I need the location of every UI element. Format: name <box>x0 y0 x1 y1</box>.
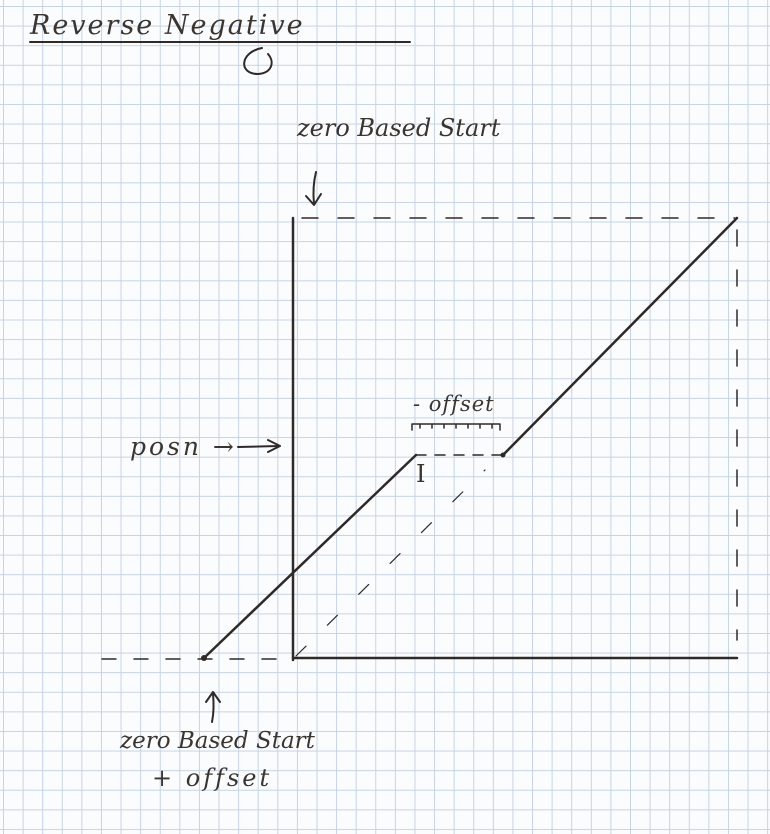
zero-based-start-top-label: zero Based Start <box>297 114 501 142</box>
zero-based-start-bottom-label: zero Based Start <box>120 728 315 754</box>
diagram-title: Reverse Negative <box>30 10 305 41</box>
marker-i-label: I <box>416 460 426 488</box>
upper-line <box>501 216 739 457</box>
posn-arrow-icon <box>237 439 281 453</box>
offset-end-dot <box>500 452 506 458</box>
diagonal-dashed-line <box>295 469 486 657</box>
start-point-dot <box>201 655 207 661</box>
up-arrow-icon <box>205 691 221 723</box>
plus-offset-label: + offset <box>152 764 273 792</box>
shifted-line <box>202 453 418 660</box>
title-g-descender <box>243 47 273 75</box>
posn-label: posn → <box>130 432 237 461</box>
offset-bracket <box>411 423 501 431</box>
down-arrow-icon <box>305 171 322 206</box>
negative-offset-label: - offset <box>413 392 495 416</box>
